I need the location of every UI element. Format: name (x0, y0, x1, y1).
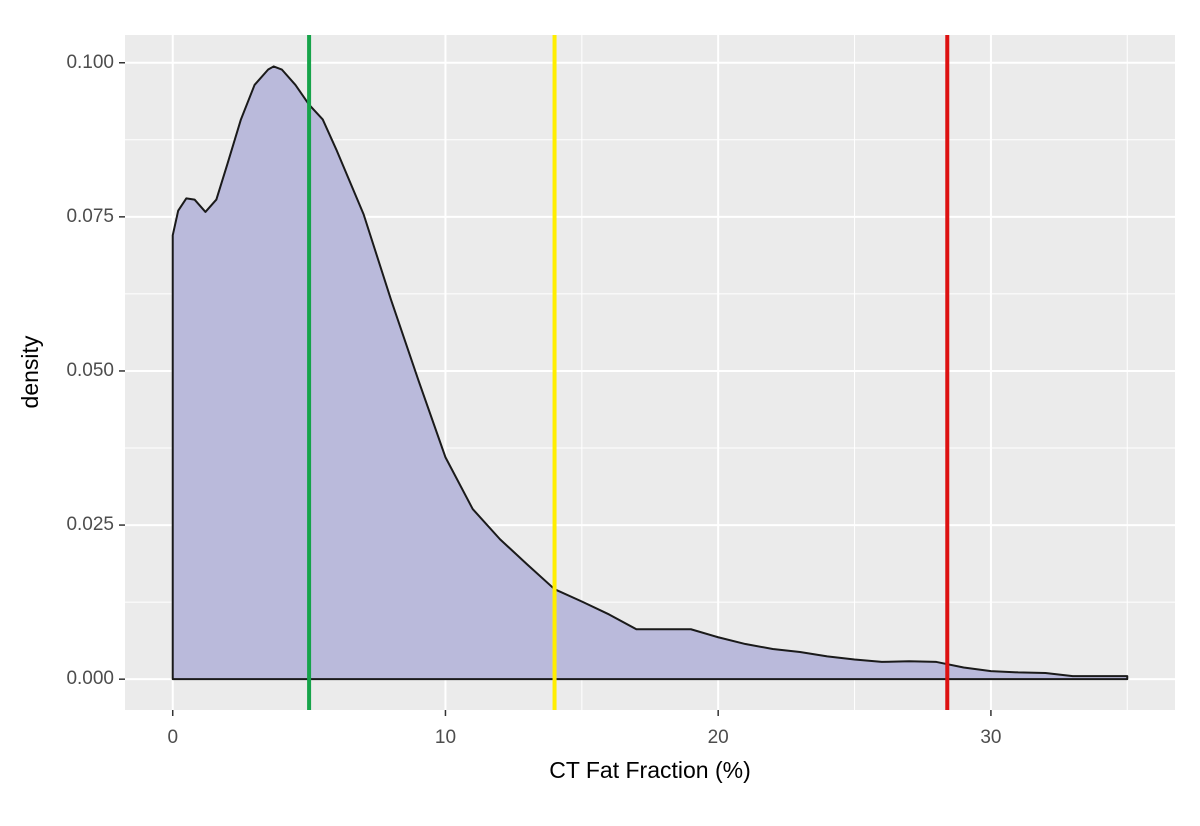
x-tick-label: 20 (708, 727, 729, 748)
density-line (171, 65, 1129, 681)
y-tick-label: 0.075 (66, 206, 114, 227)
x-tick-label: 0 (167, 727, 178, 748)
y-tick-label: 0.050 (66, 360, 114, 381)
y-tick-label: 0.000 (66, 668, 114, 689)
y-axis-title: density (17, 335, 43, 408)
y-tick-label: 0.100 (66, 52, 114, 73)
y-tick-label: 0.025 (66, 514, 114, 535)
x-tick-label: 30 (980, 727, 1001, 748)
x-tick-label: 10 (435, 727, 456, 748)
x-axis-title: CT Fat Fraction (%) (549, 757, 751, 783)
density-area (172, 66, 1128, 680)
